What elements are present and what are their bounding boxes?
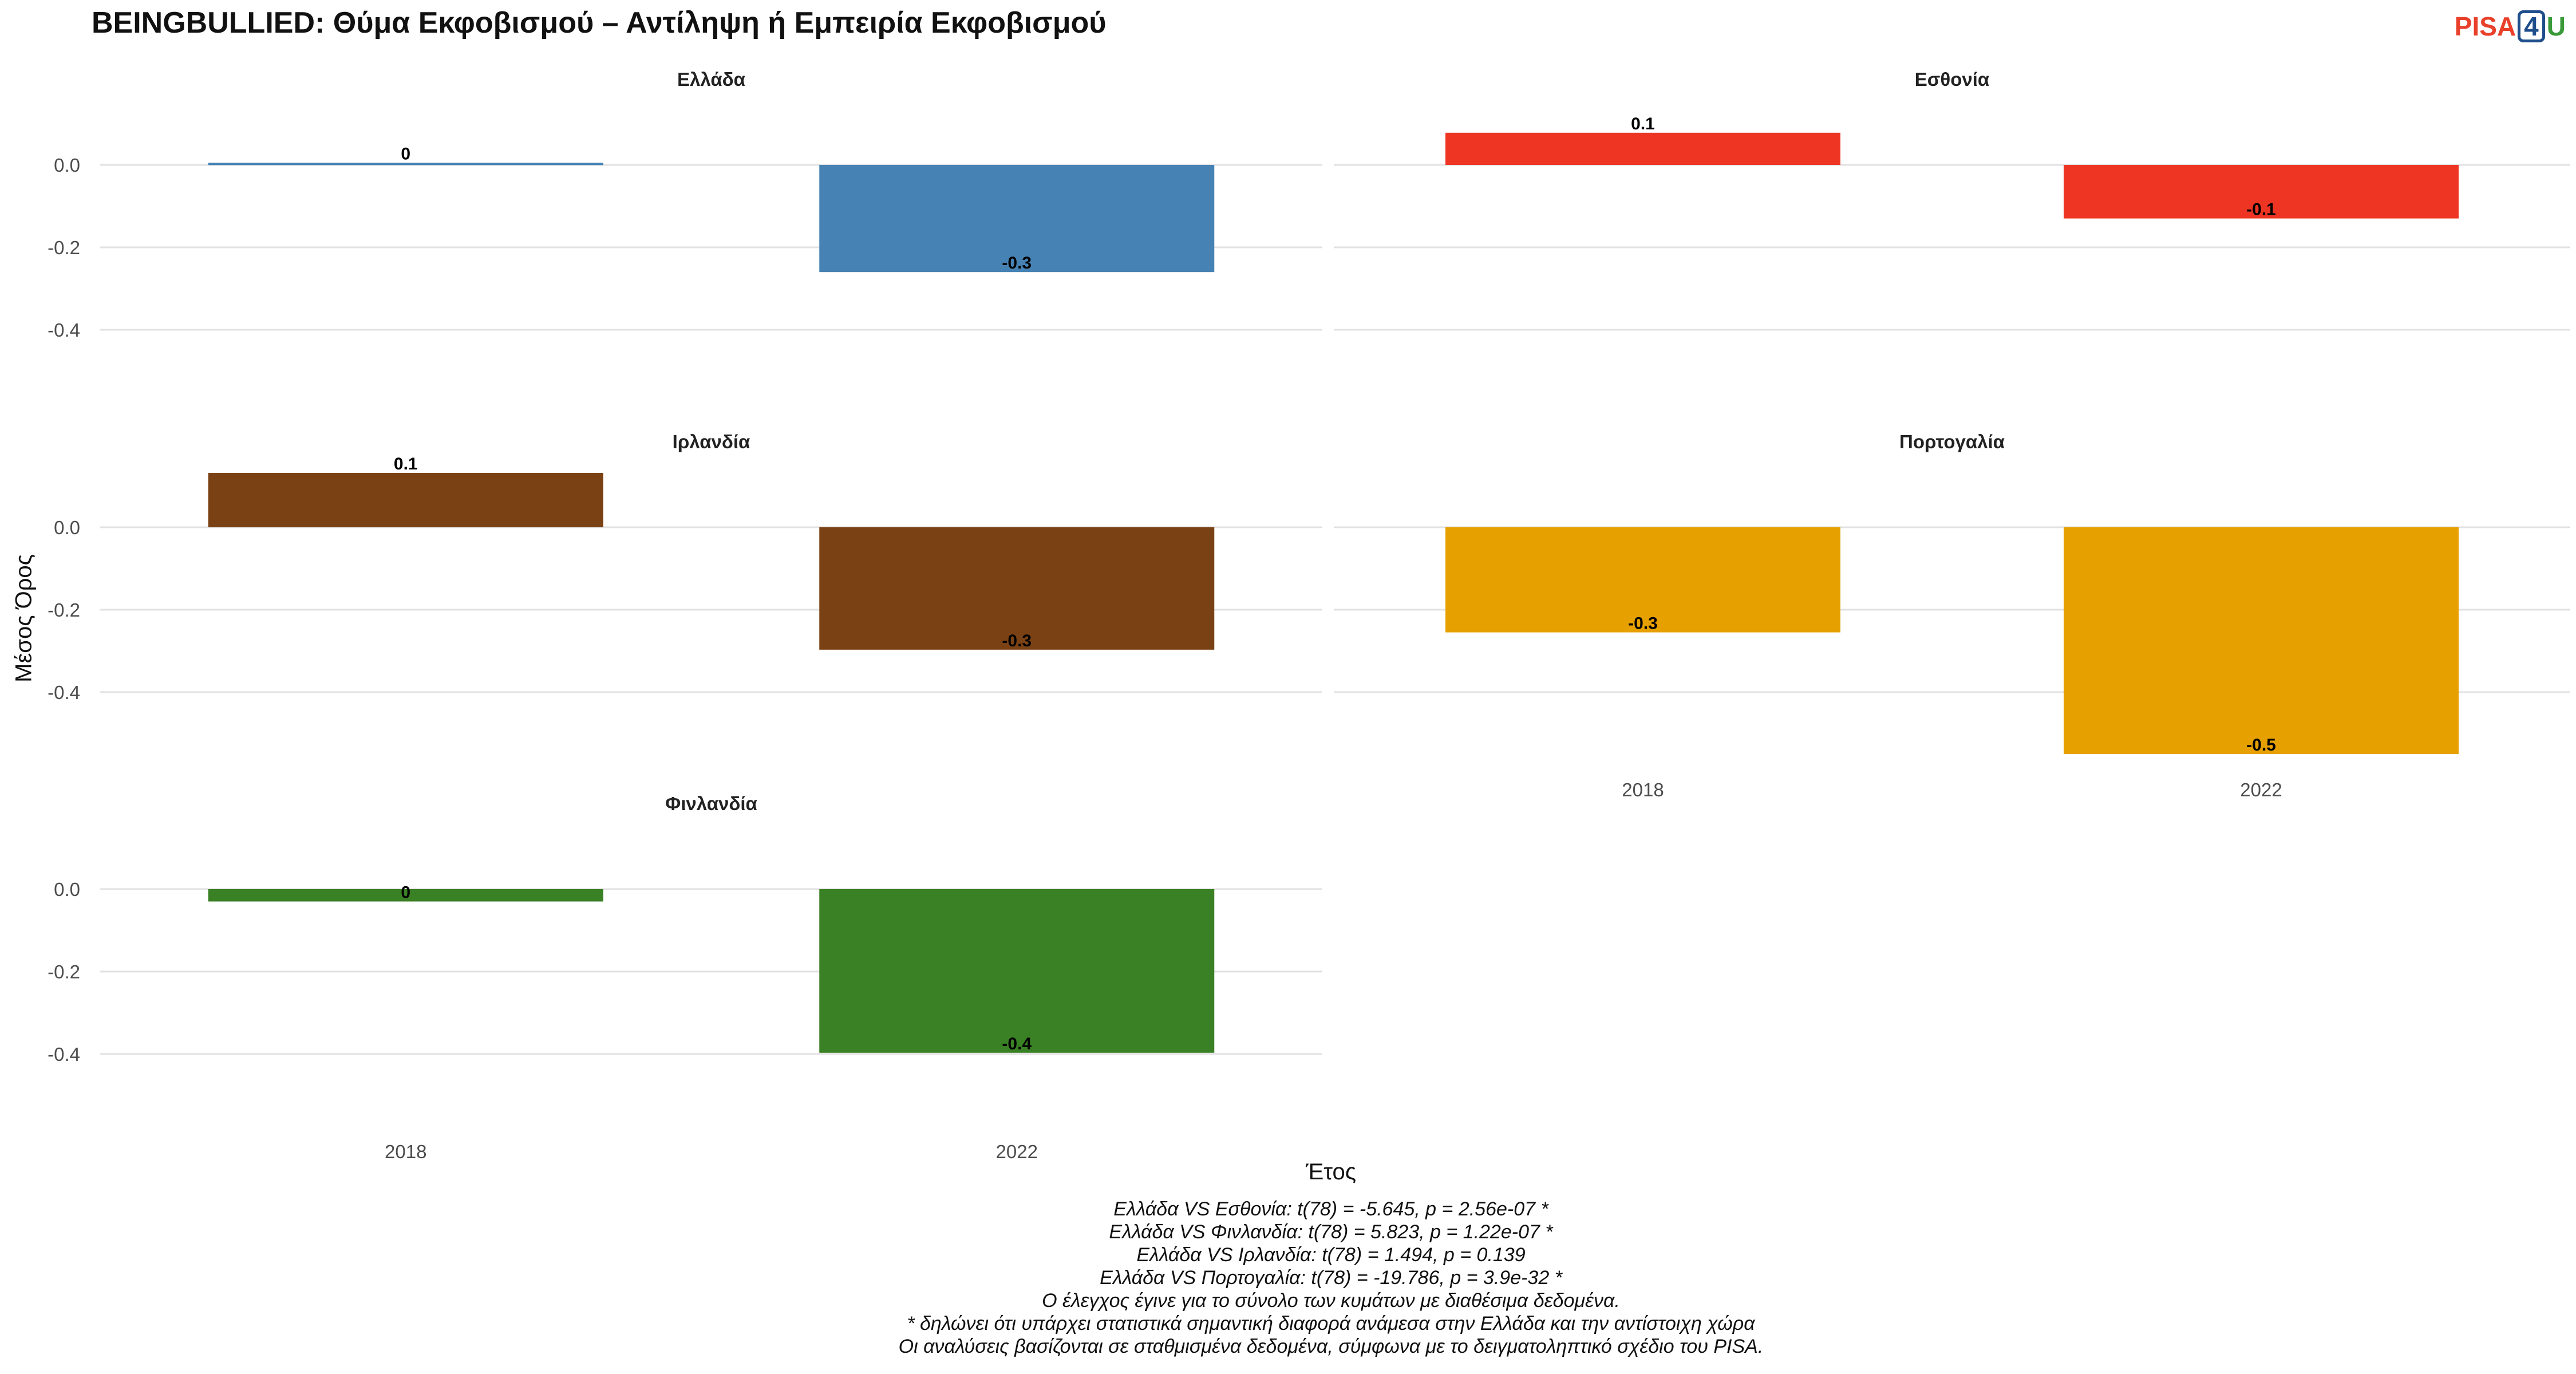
bar [2064, 165, 2459, 219]
data-label: -0.3 [1628, 614, 1658, 633]
y-tick-label: -0.4 [48, 1044, 80, 1065]
data-label: -0.5 [2246, 736, 2276, 755]
x-tick-label: 2022 [2240, 779, 2282, 800]
bar [819, 165, 1215, 273]
logo-text-four: 4 [2518, 10, 2545, 42]
bar [208, 889, 603, 902]
y-tick-label: -0.4 [48, 319, 80, 341]
y-axis-label: Μέσος Όρος [11, 554, 37, 682]
y-tick-label: -0.2 [48, 961, 80, 982]
panel-title: Εσθονία [1915, 69, 1989, 90]
y-tick-label: -0.2 [48, 599, 80, 621]
caption-line: Οι αναλύσεις βασίζονται σε σταθμισμένα δ… [898, 1336, 1764, 1357]
panel-title: Ιρλανδία [673, 431, 750, 452]
logo-text-u: U [2546, 11, 2566, 41]
caption-line: * δηλώνει ότι υπάρχει στατιστικά σημαντι… [907, 1313, 1755, 1334]
caption-line: Ελλάδα VS Πορτογαλία: t(78) = -19.786, p… [1100, 1267, 1562, 1289]
caption-line: Ελλάδα VS Ιρλανδία: t(78) = 1.494, p = 0… [1136, 1244, 1526, 1266]
bar [208, 472, 603, 527]
caption-line: Ο έλεγχος έγινε για το σύνολο των κυμάτω… [1042, 1290, 1620, 1312]
y-tick-label: -0.4 [48, 682, 80, 703]
data-label: 0.1 [1631, 114, 1655, 133]
y-tick-label: 0.0 [54, 155, 80, 176]
data-label: -0.1 [2246, 200, 2276, 219]
bar [1445, 132, 1840, 165]
data-label: -0.3 [1002, 631, 1032, 650]
x-tick-label: 2022 [996, 1141, 1038, 1162]
data-label: 0 [401, 144, 410, 163]
bar [2064, 527, 2459, 754]
y-tick-label: -0.2 [48, 237, 80, 258]
x-axis-label: Έτος [1305, 1159, 1357, 1185]
y-tick-label: 0.0 [54, 879, 80, 900]
panel-title: Πορτογαλία [1899, 431, 2005, 452]
caption: Ελλάδα VS Εσθονία: t(78) = -5.645, p = 2… [587, 1198, 2075, 1358]
panel-title: Φινλανδία [665, 793, 757, 814]
logo-text-pisa: PISA [2454, 11, 2516, 41]
bar [819, 527, 1215, 650]
data-label: 0 [401, 883, 410, 902]
panel-title: Ελλάδα [677, 69, 745, 90]
data-label: -0.4 [1002, 1035, 1032, 1053]
caption-line: Ελλάδα VS Φινλανδία: t(78) = 5.823, p = … [1109, 1221, 1553, 1243]
pisa4u-logo: PISA 4 U [2455, 10, 2566, 42]
bar [208, 163, 603, 165]
bar [819, 889, 1215, 1053]
caption-line: Ελλάδα VS Εσθονία: t(78) = -5.645, p = 2… [1113, 1198, 1548, 1220]
x-tick-label: 2018 [1622, 779, 1664, 800]
data-label: 0.1 [394, 455, 418, 473]
y-tick-label: 0.0 [54, 517, 80, 538]
bar [1445, 527, 1840, 633]
chart-title: BEINGBULLIED: Θύμα Εκφοβισμού – Αντίληψη… [92, 6, 1107, 40]
x-tick-label: 2018 [385, 1141, 426, 1162]
data-label: -0.3 [1002, 254, 1032, 273]
